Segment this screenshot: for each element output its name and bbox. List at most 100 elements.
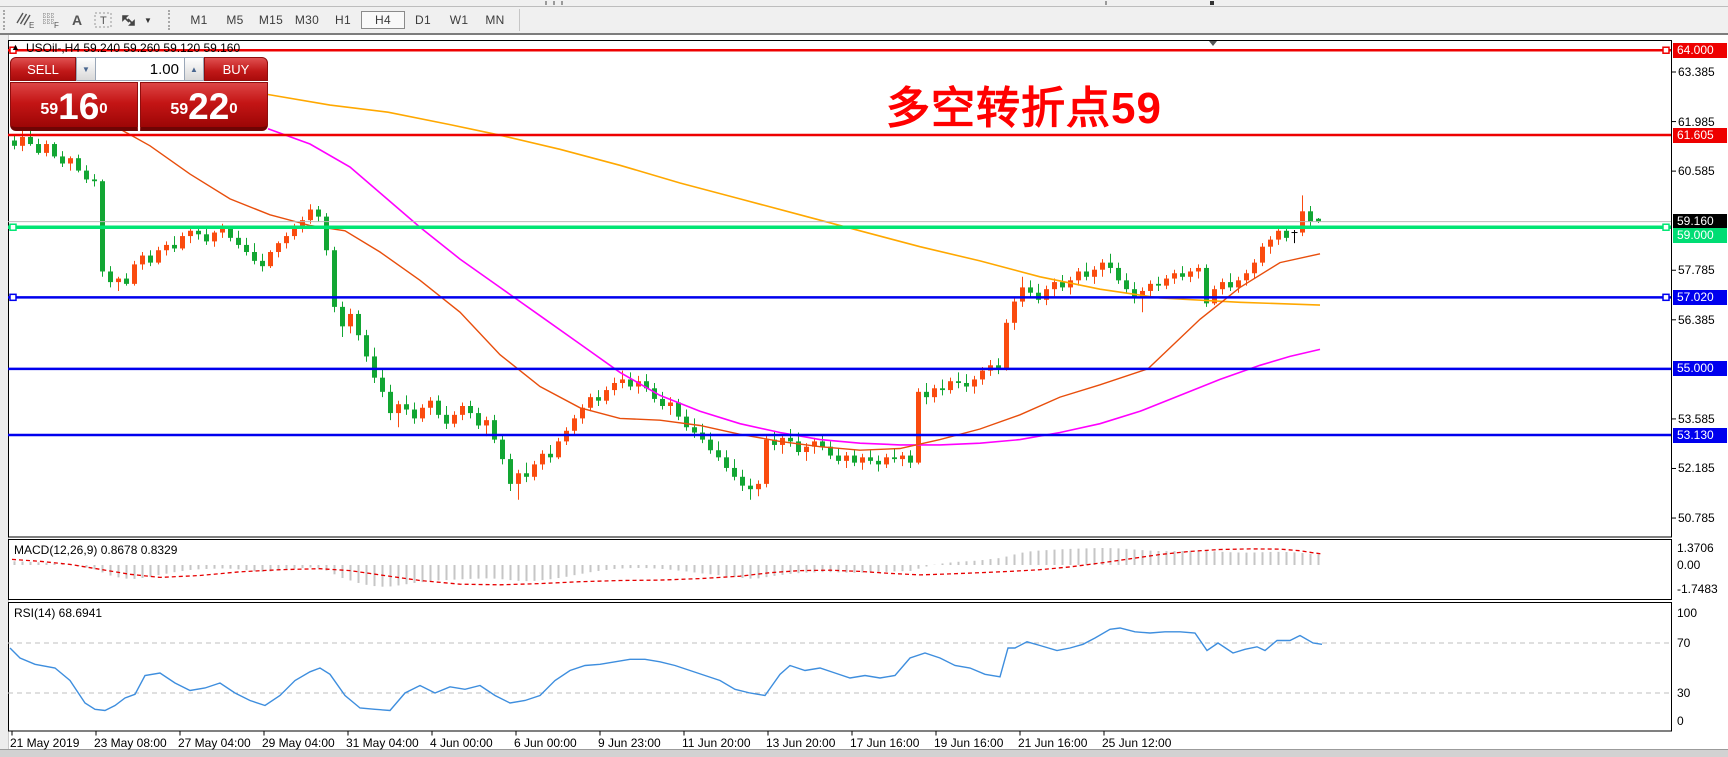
price-axis-label: 63.385 [1678,65,1715,79]
candle-body [60,156,65,164]
candle-body [324,216,329,251]
toolbar-grip[interactable] [168,10,173,30]
candle-body [964,382,969,387]
price-axis-label: 50.785 [1678,511,1715,526]
candle-body [1228,282,1233,288]
chevron-down-icon[interactable]: ▼ [144,15,152,25]
timeframe-button-h1[interactable]: H1 [335,13,351,27]
candle-body [628,379,633,387]
candle-body [1124,280,1129,290]
candle-body [612,382,617,391]
candle-body [116,278,121,283]
sell-button[interactable]: SELL [10,57,76,81]
candle-body [1188,271,1193,277]
candle-body [36,144,41,153]
candle-body [244,244,249,253]
candle-body [1108,262,1113,268]
line-handle[interactable] [9,46,17,54]
candle-body [164,244,169,251]
candle-body [500,439,505,460]
indicators-icon[interactable]: E [12,9,38,31]
sell-price-panel[interactable]: 59 16 0 [10,82,138,131]
timeframe-button-m30[interactable]: M30 [294,13,320,27]
candle-body [364,335,369,357]
candle-body [52,144,57,157]
candle-body [708,439,713,451]
price-badge-59.160: 59.160 [1673,214,1727,230]
volume-input[interactable]: 1.00 [96,57,184,81]
timeframe-button-m5[interactable]: M5 [226,13,244,27]
candle-body [652,388,657,399]
buy-button[interactable]: BUY [204,57,268,81]
candle-body [172,244,177,249]
candle-body [580,407,585,419]
candle-body [452,414,457,424]
symbol-dropdown-marker[interactable]: ▲ [11,42,20,52]
line-handle[interactable] [9,223,17,231]
toolbar-separator [519,9,520,31]
line-handle[interactable] [1662,223,1670,231]
timeframe-button-m1[interactable]: M1 [190,13,208,27]
window-edge-artifact [1105,1,1107,5]
volume-decrease-button[interactable]: ▼ [76,57,96,81]
price-axis-label: 53.585 [1678,411,1715,426]
window-bottom-edge [0,749,1728,757]
text-icon[interactable]: A [71,12,83,28]
candle-body [476,413,481,426]
toolbar-grip[interactable] [3,10,8,30]
candle-body [12,140,17,146]
candle-body [188,230,193,237]
candle-body [956,381,961,383]
chart-shift-marker[interactable] [1209,41,1217,46]
rsi-pane[interactable] [8,602,1672,732]
price-badge-57.020: 57.020 [1673,289,1727,305]
cursor-icon[interactable] [116,9,142,31]
candle-body [1204,267,1209,304]
label-icon[interactable]: T [90,9,116,31]
line-handle[interactable] [1662,293,1670,302]
candle-body [404,404,409,410]
candle-body [1220,282,1225,290]
volume-increase-button[interactable]: ▲ [184,57,204,81]
grid-icon[interactable]: F [38,9,64,31]
candle-body [524,473,529,477]
candle-body [28,136,33,145]
candle-body [1148,283,1153,291]
macd-pane[interactable] [8,539,1672,600]
candle-body [972,379,977,387]
sell-price-sup: 0 [99,100,108,117]
price-axis-label: 56.385 [1678,312,1715,327]
candle-body [1236,280,1241,288]
timeframe-button-w1[interactable]: W1 [449,13,469,27]
time-axis-label: 23 May 08:00 [94,736,167,750]
candle-body [1012,301,1017,323]
timeframe-button-d1[interactable]: D1 [415,13,431,27]
time-axis-label: 4 Jun 00:00 [430,736,493,750]
candle-body [228,228,233,238]
chart-annotation-text: 多空转折点59 [886,84,1162,133]
time-axis-label: 6 Jun 00:00 [514,736,577,750]
window-top-edge [0,0,1728,7]
candle-body [1308,211,1313,222]
timeframe-button-h4[interactable]: H4 [361,11,405,29]
candle-body [556,441,561,458]
candle-body [1316,218,1321,222]
line-handle[interactable] [1662,46,1670,54]
timeframe-button-mn[interactable]: MN [485,13,505,27]
candle-body [996,365,1001,369]
candle-body [756,483,761,490]
buy-price-panel[interactable]: 59 22 0 [140,82,268,131]
candle-body [180,236,185,249]
candle-body [820,441,825,447]
candle-body [492,420,497,440]
candle-body [1076,271,1081,281]
candle-body [1172,273,1177,279]
line-handle[interactable] [9,293,17,302]
price-chart-pane[interactable] [8,40,1672,538]
candle-body [340,306,345,327]
timeframe-button-m15[interactable]: M15 [258,13,284,27]
candle-body [532,464,537,477]
candle-body [284,236,289,244]
candle-body [92,179,97,182]
